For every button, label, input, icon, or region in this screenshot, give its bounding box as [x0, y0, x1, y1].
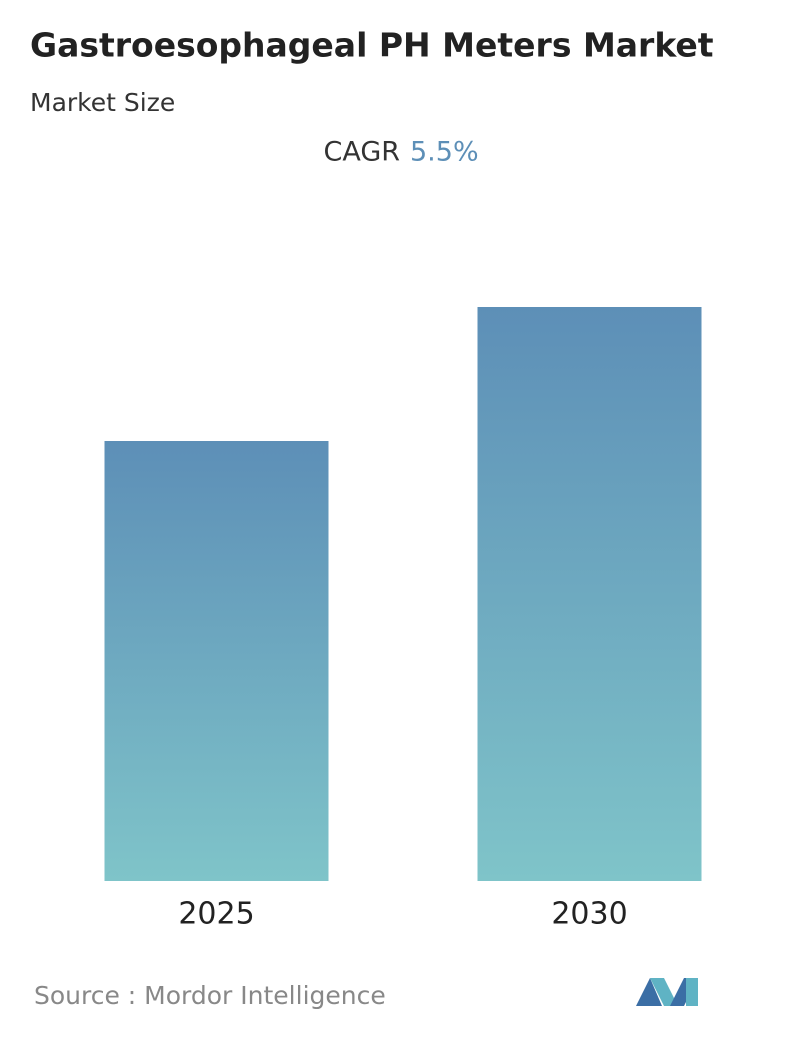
chart-subtitle: Market Size [30, 88, 175, 117]
cagr-value: 5.5% [410, 137, 479, 168]
bar [477, 307, 702, 881]
logo [636, 978, 698, 1006]
chart-title: Gastroesophageal PH Meters Market [30, 26, 714, 65]
x-tick-label: 2025 [178, 897, 254, 932]
x-tick-label: 2030 [551, 897, 627, 932]
source: Source : Mordor Intelligence [34, 981, 386, 1010]
bar [104, 441, 329, 881]
cagr-label: CAGR [323, 137, 400, 168]
